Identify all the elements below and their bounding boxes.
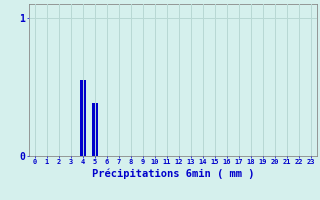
Bar (92, 103, 98, 156)
X-axis label: Précipitations 6min ( mm ): Précipitations 6min ( mm ) (92, 168, 254, 179)
Bar (80, 80, 86, 156)
